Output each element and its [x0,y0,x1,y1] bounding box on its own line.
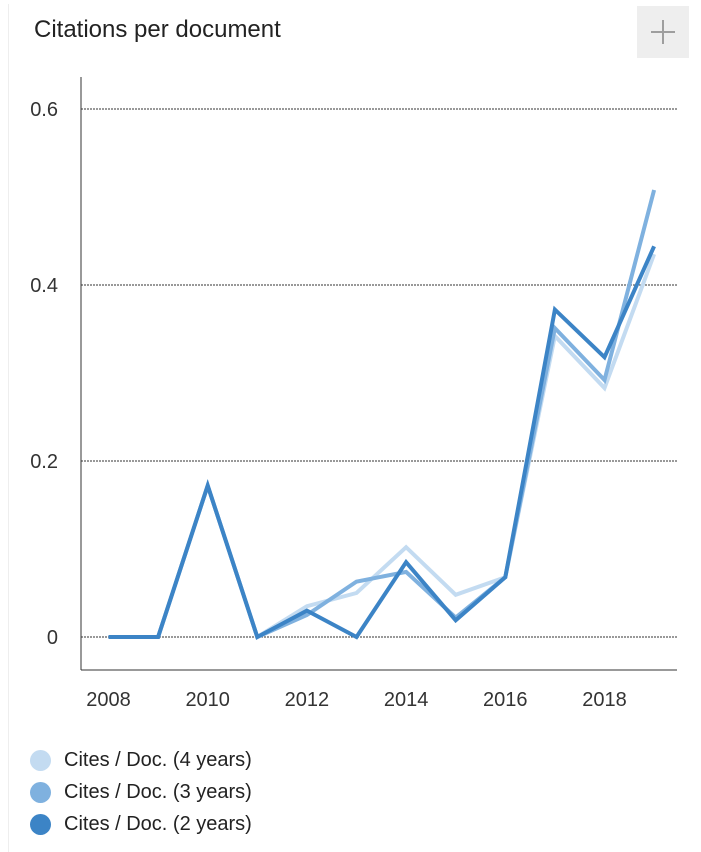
legend-item[interactable]: Cites / Doc. (4 years) [30,744,252,776]
y-tick-label: 0.6 [30,99,58,121]
y-tick-label: 0.2 [30,451,58,473]
legend: Cites / Doc. (4 years) Cites / Doc. (3 ye… [30,744,252,840]
legend-item[interactable]: Cites / Doc. (3 years) [30,776,252,808]
x-tick-label: 2010 [185,689,230,711]
y-tick-label: 0 [47,627,58,649]
legend-swatch [30,813,51,835]
series-line-2 [108,245,656,640]
legend-label: Cites / Doc. (3 years) [64,780,252,803]
legend-swatch [30,749,51,771]
x-tick-label: 2012 [285,689,330,711]
x-tick-label: 2014 [384,689,429,711]
x-tick-label: 2008 [86,689,131,711]
legend-swatch [30,781,51,803]
x-tick-label: 2016 [483,689,528,711]
add-button[interactable] [637,6,689,58]
legend-item[interactable]: Cites / Doc. (2 years) [30,808,252,840]
y-tick-label: 0.4 [30,275,58,297]
x-tick-label: 2018 [582,689,627,711]
chart-card [8,4,693,852]
legend-label: Cites / Doc. (2 years) [64,812,252,835]
legend-label: Cites / Doc. (4 years) [64,748,252,771]
chart-title: Citations per document [34,16,281,43]
series-line-0 [108,253,656,641]
